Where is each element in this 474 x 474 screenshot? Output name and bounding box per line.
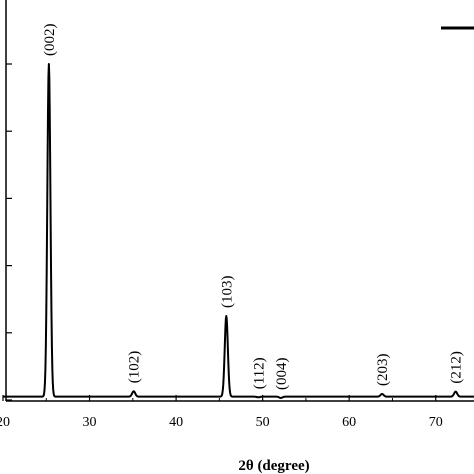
- x-ticks: 20 30 40 50 60 70: [0, 395, 443, 430]
- peak-label: (112): [251, 357, 267, 389]
- x-tick-label: 30: [83, 415, 97, 430]
- peak-label: (103): [219, 276, 235, 309]
- x-tick-label: 60: [342, 415, 356, 430]
- peak-labels: (002) (102) (103) (112) (004) (203) (212): [42, 24, 465, 391]
- peak-label: (203): [375, 354, 391, 387]
- axes: [5, 0, 474, 402]
- x-axis-title: 2θ (degree): [238, 458, 309, 474]
- series-line: [2, 63, 474, 399]
- x-tick-label: 50: [256, 415, 270, 430]
- x-tick-label: 40: [169, 415, 183, 430]
- peak-label: (004): [274, 358, 290, 391]
- x-tick-label: 20: [0, 415, 10, 430]
- peak-label: (212): [449, 351, 465, 384]
- peak-label: (002): [42, 24, 58, 57]
- peak-label: (102): [127, 351, 143, 384]
- x-tick-label: 70: [429, 415, 443, 430]
